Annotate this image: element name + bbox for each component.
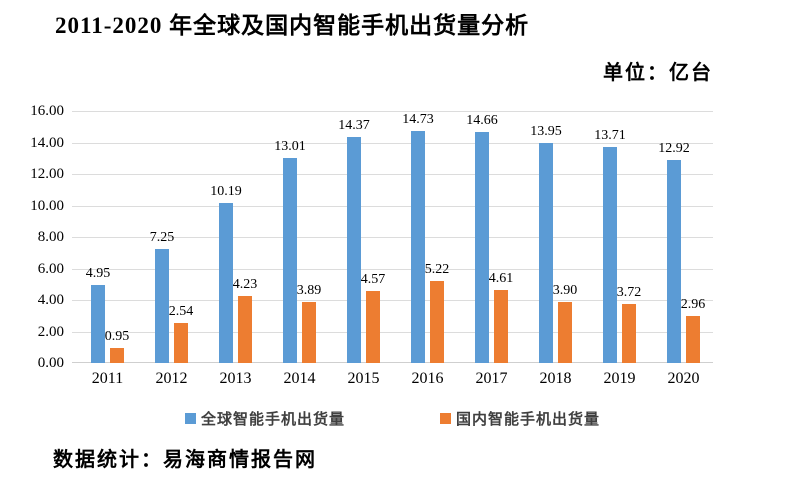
bar-domestic-2019 [622, 304, 636, 363]
y-axis-tick-label: 12.00 [30, 166, 64, 182]
y-axis-tick-label: 16.00 [30, 103, 64, 119]
y-axis-tick-label: 10.00 [30, 197, 64, 214]
bar-value-label: 7.25 [149, 230, 175, 245]
gridline [72, 237, 713, 238]
x-axis-tick-label: 2017 [475, 370, 508, 387]
bar-global-2018 [539, 143, 553, 363]
bar-value-label: 14.37 [338, 118, 370, 133]
bar-global-2013 [219, 203, 233, 363]
gridline [72, 174, 713, 175]
chart-title: 2011-2020 年全球及国内智能手机出货量分析 [55, 13, 530, 38]
x-axis-tick-label: 2016 [411, 370, 444, 387]
bar-global-2019 [603, 147, 617, 363]
bar-global-2015 [347, 137, 361, 363]
chart-legend: 全球智能手机出货量 国内智能手机出货量 [72, 408, 713, 429]
y-axis-tick-label: 14.00 [30, 134, 64, 151]
bar-global-2016 [411, 131, 425, 363]
bar-value-label: 10.19 [210, 184, 242, 199]
bar-global-2012 [155, 249, 169, 363]
legend-swatch-icon [184, 413, 196, 424]
bar-domestic-2016 [430, 281, 444, 363]
bar-value-label: 3.89 [296, 283, 322, 298]
bar-domestic-2012 [174, 323, 188, 363]
x-axis-line [72, 362, 713, 363]
bar-value-label: 3.90 [552, 283, 578, 298]
y-axis-tick-label: 4.00 [37, 292, 64, 308]
legend-label: 国内智能手机出货量 [456, 411, 601, 428]
bar-domestic-2018 [558, 302, 572, 363]
bar-value-label: 4.61 [488, 271, 514, 286]
bar-value-label: 14.66 [466, 113, 498, 128]
x-axis-tick-label: 2018 [539, 370, 572, 387]
data-source-label: 数据统计：易海商情报告网 [53, 449, 317, 471]
bar-domestic-2020 [686, 316, 700, 363]
x-axis-tick-label: 2011 [91, 370, 124, 387]
gridline [72, 268, 713, 270]
y-axis-tick-label: 8.00 [37, 229, 64, 245]
legend-item-domestic: 国内智能手机出货量 [440, 408, 600, 429]
gridline [72, 205, 713, 207]
bar-value-label: 14.73 [402, 112, 434, 127]
bar-value-label: 2.96 [680, 297, 706, 312]
gridline [72, 300, 713, 301]
y-axis-tick-label: 6.00 [37, 260, 64, 277]
bar-global-2014 [283, 158, 297, 363]
legend-item-global: 全球智能手机出货量 [184, 408, 345, 429]
y-axis-tick-label: 2.00 [37, 323, 64, 340]
x-axis-tick-label: 2019 [603, 370, 636, 387]
bar-value-label: 3.72 [616, 285, 642, 300]
bar-value-label: 4.57 [360, 272, 386, 287]
y-axis-tick-label: 0.00 [37, 355, 64, 371]
bar-value-label: 13.01 [274, 139, 306, 154]
bar-value-label: 5.22 [424, 262, 450, 277]
bar-value-label: 13.71 [594, 128, 626, 143]
bar-domestic-2017 [494, 290, 508, 363]
legend-label: 全球智能手机出货量 [200, 411, 345, 428]
x-axis-tick-label: 2020 [667, 370, 700, 387]
bar-domestic-2013 [238, 296, 252, 363]
bar-domestic-2015 [366, 291, 380, 363]
bar-value-label: 12.92 [658, 141, 690, 156]
gridline [72, 142, 713, 144]
bar-global-2020 [667, 160, 681, 363]
bar-value-label: 0.95 [104, 329, 130, 344]
x-axis-tick-label: 2013 [219, 370, 252, 387]
bar-domestic-2011 [110, 348, 124, 363]
legend-swatch-icon [440, 413, 451, 424]
x-axis-tick-label: 2012 [155, 370, 188, 387]
gridline [72, 111, 713, 112]
bar-value-label: 4.95 [85, 266, 111, 281]
plot-area: 4.95 0.95 7.25 2.54 10.19 4.23 13.01 3.89 14.37 4… [72, 111, 713, 363]
bar-global-2011 [91, 285, 105, 363]
x-axis-tick-label: 2014 [283, 370, 316, 387]
bar-value-label: 2.54 [168, 304, 194, 319]
gridline [72, 331, 713, 333]
x-axis-tick-label: 2015 [347, 370, 380, 387]
bar-domestic-2014 [302, 302, 316, 363]
unit-label: 单位：亿台 [603, 62, 713, 84]
bar-global-2017 [475, 132, 489, 363]
bar-value-label: 13.95 [530, 124, 562, 139]
bar-value-label: 4.23 [232, 277, 258, 292]
